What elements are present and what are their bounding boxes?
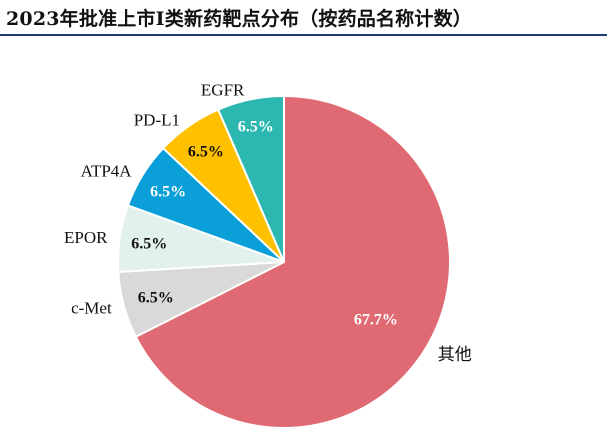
- slice-value-label: 6.5%: [238, 118, 274, 135]
- slice-category-label: EGFR: [201, 81, 245, 100]
- slice-category-label: c-Met: [71, 298, 112, 317]
- slice-category-label: ATP4A: [81, 162, 133, 181]
- slice-category-label: EPOR: [64, 228, 108, 247]
- title-underline: [0, 34, 607, 36]
- slice-value-label: 6.5%: [188, 144, 224, 161]
- slice-value-label: 6.5%: [138, 290, 174, 307]
- slice-value-label: 6.5%: [131, 235, 167, 252]
- chart-title: 2023年批准上市I类新药靶点分布（按药品名称计数）: [6, 8, 472, 30]
- slice-category-label: PD-L1: [134, 110, 180, 129]
- slice-value-label: 6.5%: [150, 184, 186, 201]
- slice-category-label: 其他: [438, 345, 472, 364]
- slice-value-label: 67.7%: [354, 312, 398, 329]
- pie-slice-egfr: [216, 94, 285, 263]
- pie-slice-other: [134, 94, 451, 429]
